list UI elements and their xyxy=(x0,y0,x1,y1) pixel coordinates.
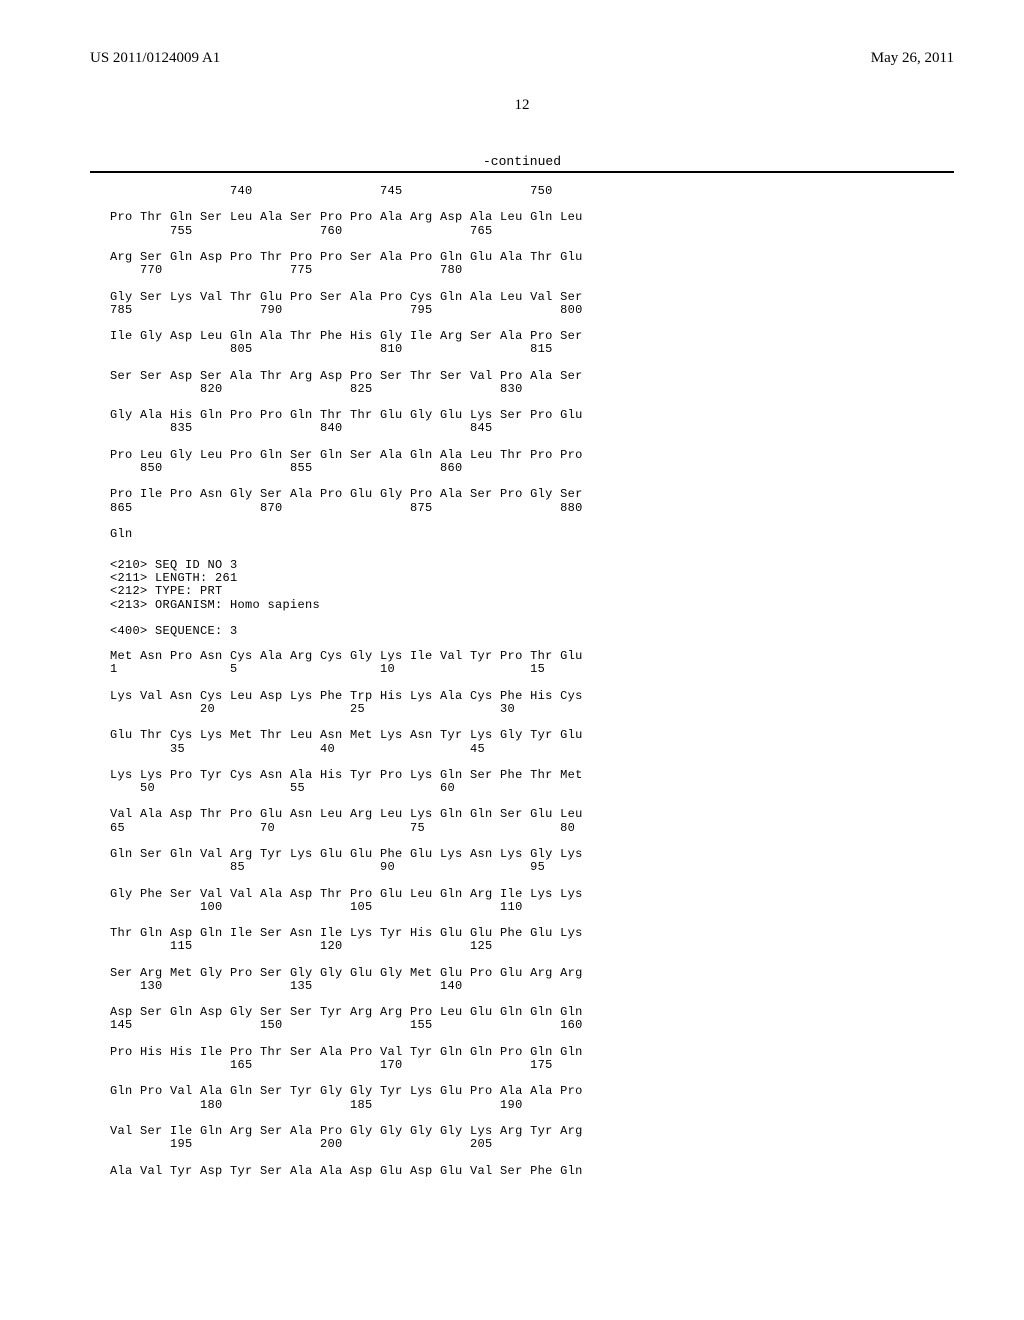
top-rule xyxy=(90,171,954,173)
publication-number: US 2011/0124009 A1 xyxy=(90,50,220,67)
page-header: US 2011/0124009 A1 May 26, 2011 xyxy=(90,50,954,67)
continued-label: -continued xyxy=(90,154,954,169)
patent-page: US 2011/0124009 A1 May 26, 2011 12 -cont… xyxy=(0,0,1024,1218)
sequence-listing-3: Met Asn Pro Asn Cys Ala Arg Cys Gly Lys … xyxy=(110,650,954,1178)
page-number: 12 xyxy=(90,97,954,114)
publication-date: May 26, 2011 xyxy=(871,50,954,67)
sequence-listing-2: 740 745 750 Pro Thr Gln Ser Leu Ala Ser … xyxy=(110,185,954,541)
sequence-3-header: <210> SEQ ID NO 3 <211> LENGTH: 261 <212… xyxy=(110,559,954,638)
